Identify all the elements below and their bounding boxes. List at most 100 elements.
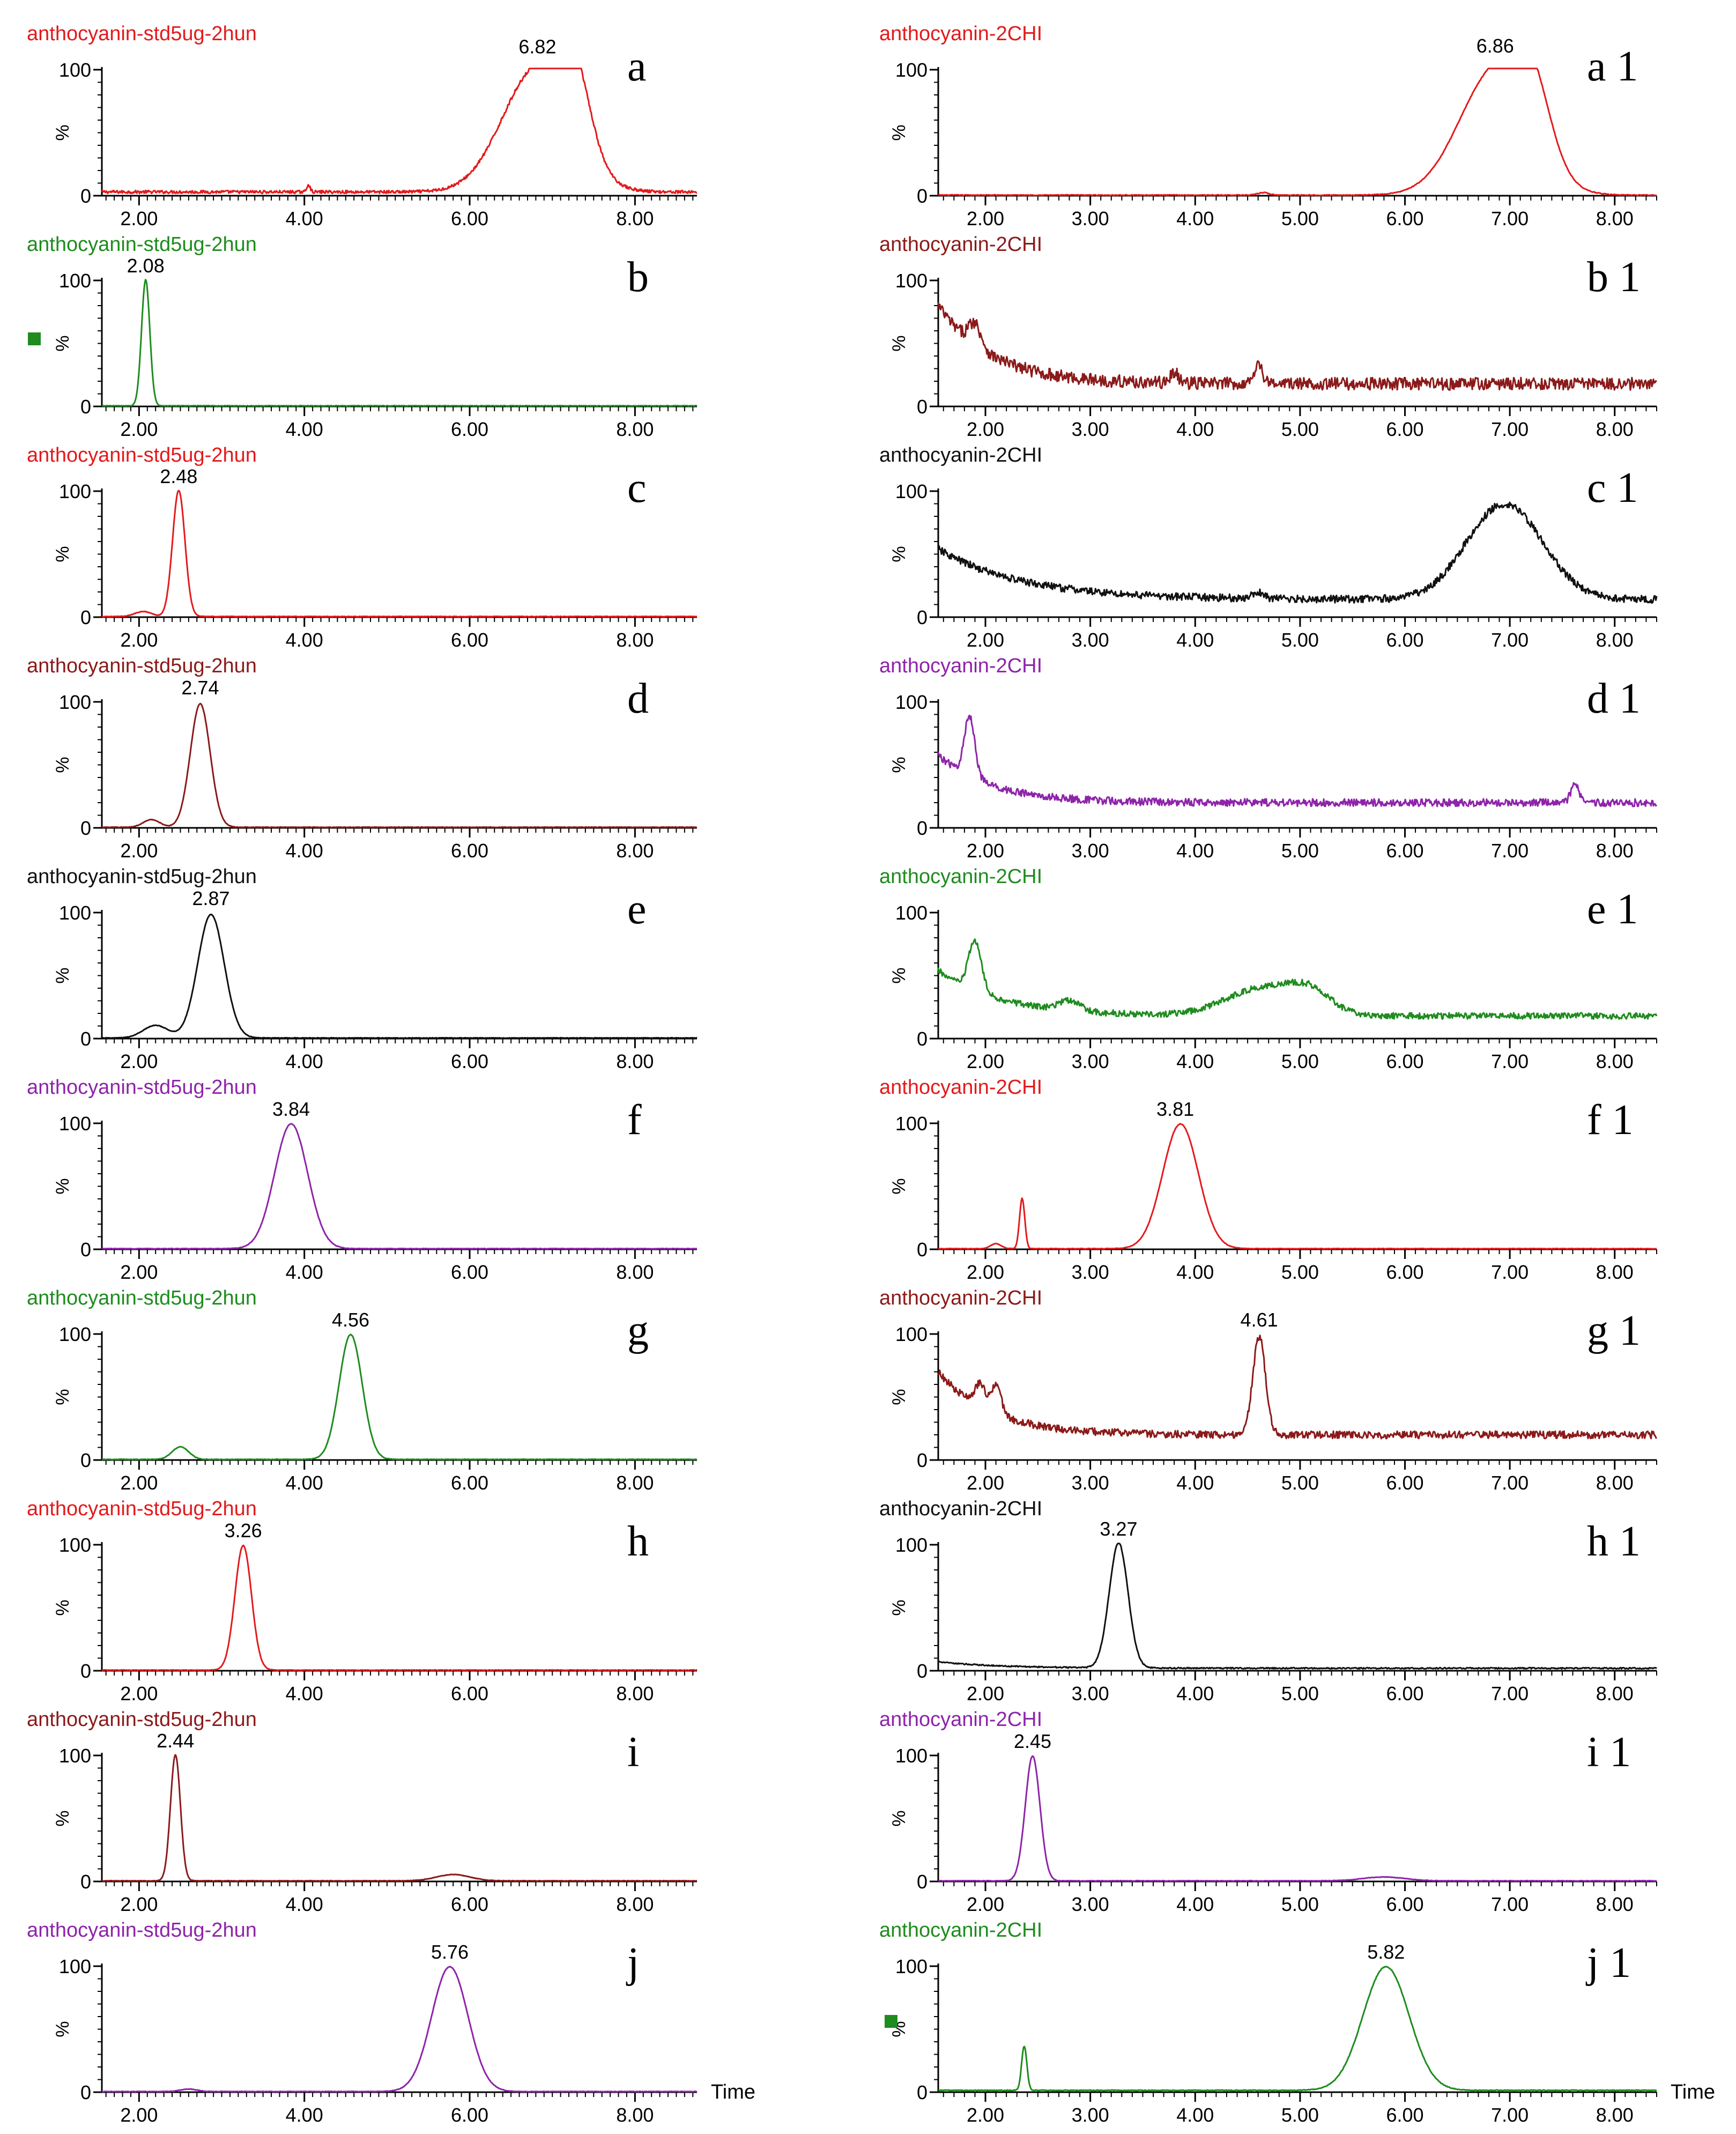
x-tick-label: 8.00 (616, 1261, 654, 1283)
x-tick-label: 2.00 (120, 1261, 158, 1283)
x-tick-label: 5.00 (1281, 1683, 1319, 1705)
x-tick-label: 2.00 (967, 1472, 1004, 1494)
y-tick-label: 100 (59, 1113, 91, 1135)
x-tick-label: 6.00 (451, 2104, 488, 2126)
x-tick-label: 4.00 (1176, 1472, 1214, 1494)
x-tick-label: 2.00 (120, 1683, 158, 1705)
x-tick-label: 5.00 (1281, 1472, 1319, 1494)
chromatogram-panel-c-1: anthocyanin-2CHI c 1 0 100% 2.00 3.00 4.00 5.00… (879, 444, 1658, 651)
chromatogram-panel-a-1: anthocyanin-2CHI a 1 0 100% 2.00 3.00 4.00 5.00… (879, 23, 1657, 229)
y-tick-label: 100 (59, 1745, 91, 1767)
y-axis-unit: % (889, 1810, 909, 1826)
x-tick-label: 6.00 (1386, 840, 1423, 862)
panel-letter: g (627, 1307, 649, 1354)
x-tick-label: 7.00 (1491, 1261, 1529, 1283)
x-tick-label: 6.00 (1386, 1683, 1423, 1705)
sample-name: anthocyanin-2CHI (879, 23, 1042, 45)
x-tick-label: 3.00 (1072, 1683, 1109, 1705)
x-tick-label: 6.00 (451, 840, 488, 862)
x-tick-label: 5.00 (1281, 418, 1319, 440)
y-tick-label: 0 (917, 396, 928, 418)
x-tick-label: 6.00 (451, 1261, 488, 1283)
peak-retention-label: 2.87 (192, 887, 229, 909)
chromatogram-panel-i-1: anthocyanin-2CHI i 1 0 100% 2.00 3.00 4.00 5.00… (879, 1708, 1657, 1915)
chromatogram-trace (937, 501, 1658, 604)
y-tick-label: 0 (917, 1028, 928, 1050)
sample-name: anthocyanin-std5ug-2hun (27, 865, 257, 888)
x-tick-label: 4.00 (1176, 1683, 1214, 1705)
x-tick-label: 3.00 (1072, 1050, 1109, 1072)
chromatogram-trace (937, 1543, 1657, 1670)
x-tick-label: 2.00 (120, 1050, 158, 1072)
x-tick-label: 8.00 (616, 1683, 654, 1705)
y-tick-label: 100 (895, 480, 928, 502)
peak-retention-label: 5.76 (431, 1941, 469, 1963)
y-axis-unit: % (889, 546, 909, 562)
y-tick-label: 100 (59, 1534, 91, 1556)
chromatogram-panel-i: anthocyanin-std5ug-2hun i 0 100% 2.00 4.00 6.0… (27, 1708, 698, 1915)
y-tick-label: 100 (895, 691, 928, 713)
chromatogram-panel-h: anthocyanin-std5ug-2hun h 0 100% 2.00 4.00 6.0… (27, 1498, 698, 1705)
chromatogram-panel-f: anthocyanin-std5ug-2hun f 0 100% 2.00 4.00 6.0… (27, 1076, 698, 1283)
chromatogram-panel-g: anthocyanin-std5ug-2hun g 0 100% 2.00 4.00 6.0… (27, 1287, 698, 1494)
x-tick-label: 7.00 (1491, 2104, 1529, 2126)
chromatogram-trace (937, 938, 1658, 1020)
peak-retention-label: 2.44 (157, 1730, 194, 1752)
x-tick-label: 3.00 (1072, 629, 1109, 651)
x-tick-label: 2.00 (967, 418, 1004, 440)
y-tick-label: 100 (895, 59, 928, 81)
sample-name: anthocyanin-std5ug-2hun (27, 1919, 257, 1942)
x-tick-label: 4.00 (1176, 1893, 1214, 1915)
x-tick-label: 7.00 (1491, 418, 1529, 440)
x-tick-label: 4.00 (1176, 208, 1214, 229)
panel-letter: i (627, 1729, 639, 1776)
x-tick-label: 6.00 (1386, 1472, 1423, 1494)
peak-retention-label: 2.08 (127, 255, 165, 277)
sample-name: anthocyanin-2CHI (879, 865, 1042, 888)
chromatogram-trace (937, 302, 1657, 391)
x-tick-label: 2.00 (120, 208, 158, 229)
x-tick-label: 2.00 (120, 1893, 158, 1915)
panel-letter: c 1 (1587, 464, 1638, 512)
x-tick-label: 8.00 (616, 1472, 654, 1494)
x-tick-label: 7.00 (1491, 1893, 1529, 1915)
peak-retention-label: 2.45 (1014, 1730, 1051, 1752)
x-tick-label: 2.00 (967, 1893, 1004, 1915)
y-tick-label: 100 (895, 1323, 928, 1345)
x-tick-label: 8.00 (1596, 418, 1634, 440)
y-axis-unit: % (53, 546, 73, 562)
panel-letter: f 1 (1587, 1096, 1634, 1144)
x-tick-label: 3.00 (1072, 2104, 1109, 2126)
panel-letter: i 1 (1587, 1729, 1631, 1776)
y-tick-label: 0 (917, 1239, 928, 1261)
peak-retention-label: 4.61 (1241, 1309, 1278, 1331)
chromatogram-panel-c: anthocyanin-std5ug-2hun c 0 100% 2.00 4.00 6.0… (27, 444, 698, 651)
x-tick-label: 4.00 (286, 840, 323, 862)
y-axis-unit: % (889, 757, 909, 773)
x-tick-label: 8.00 (616, 418, 654, 440)
x-tick-label: 4.00 (286, 1261, 323, 1283)
panel-letter: b 1 (1587, 254, 1641, 301)
x-tick-label: 6.00 (451, 629, 488, 651)
status-marker-icon (885, 2015, 897, 2028)
y-tick-label: 100 (895, 1113, 928, 1135)
y-tick-label: 0 (80, 185, 91, 207)
y-axis-unit: % (889, 335, 909, 351)
x-tick-label: 2.00 (120, 1472, 158, 1494)
x-tick-label: 8.00 (616, 2104, 654, 2126)
x-tick-label: 8.00 (1596, 1893, 1634, 1915)
y-tick-label: 0 (80, 396, 91, 418)
x-axis-label: Time (1671, 2081, 1715, 2103)
chromatogram-trace (101, 68, 698, 195)
x-tick-label: 6.00 (451, 208, 488, 229)
x-tick-label: 2.00 (967, 840, 1004, 862)
x-tick-label: 4.00 (1176, 1261, 1214, 1283)
chromatogram-trace (938, 1966, 1657, 2092)
y-tick-label: 100 (59, 270, 91, 292)
sample-name: anthocyanin-std5ug-2hun (27, 1287, 257, 1309)
x-tick-label: 7.00 (1491, 1050, 1529, 1072)
sample-name: anthocyanin-std5ug-2hun (27, 1498, 257, 1520)
sample-name: anthocyanin-2CHI (879, 1708, 1042, 1731)
y-tick-label: 100 (895, 1534, 928, 1556)
x-tick-label: 4.00 (1176, 629, 1214, 651)
